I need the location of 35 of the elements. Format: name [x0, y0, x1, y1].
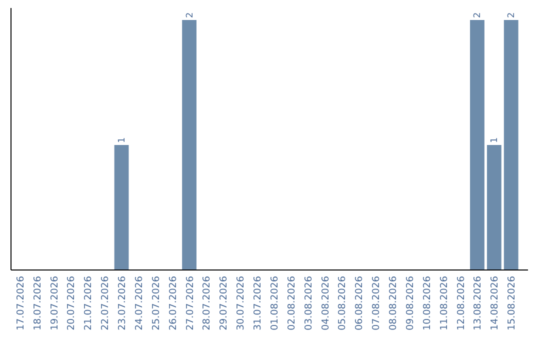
x-tick-label: 10.08.2026 — [422, 276, 433, 330]
x-tick-label: 05.08.2026 — [337, 276, 348, 330]
x-tick-label: 17.07.2026 — [15, 276, 26, 330]
x-tick-label: 25.07.2026 — [150, 276, 162, 330]
x-tick-label: 18.07.2026 — [32, 276, 44, 330]
x-tick-label: 13.08.2026 — [472, 276, 484, 330]
data-label: 2 — [507, 12, 518, 18]
x-tick-label: 31.07.2026 — [252, 276, 264, 330]
x-tick-label: 29.07.2026 — [218, 276, 230, 330]
x-tick-label: 03.08.2026 — [303, 276, 314, 330]
data-label: 1 — [490, 137, 500, 143]
x-tick-label: 07.08.2026 — [371, 276, 382, 330]
x-tick-label: 06.08.2026 — [354, 276, 366, 330]
x-tick-label: 22.07.2026 — [100, 276, 112, 330]
x-tick-label: 21.07.2026 — [83, 276, 94, 330]
x-tick-label: 23.07.2026 — [117, 276, 128, 330]
data-label: 2 — [473, 12, 484, 18]
x-tick-label: 09.08.2026 — [404, 276, 416, 330]
x-tick-label: 28.07.2026 — [202, 276, 213, 330]
x-tick-label: 30.07.2026 — [236, 276, 247, 330]
x-tick-label: 27.07.2026 — [184, 276, 196, 330]
x-tick-label: 14.08.2026 — [490, 276, 501, 330]
x-tick-label: 19.07.2026 — [49, 276, 60, 330]
x-tick-label: 12.08.2026 — [456, 276, 467, 330]
x-tick-label: 11.08.2026 — [438, 276, 450, 330]
x-tick-label: 01.08.2026 — [269, 276, 280, 330]
data-label: 2 — [185, 12, 196, 18]
x-tick-label: 24.07.2026 — [134, 276, 145, 330]
x-tick-label: 15.08.2026 — [506, 276, 518, 330]
x-tick-label: 08.08.2026 — [388, 276, 400, 330]
data-label: 1 — [118, 137, 128, 143]
x-tick-label: 20.07.2026 — [66, 276, 78, 330]
x-tick-label: 02.08.2026 — [286, 276, 298, 330]
x-tick-label: 04.08.2026 — [320, 276, 332, 330]
x-tick-label: 26.07.2026 — [168, 276, 179, 330]
